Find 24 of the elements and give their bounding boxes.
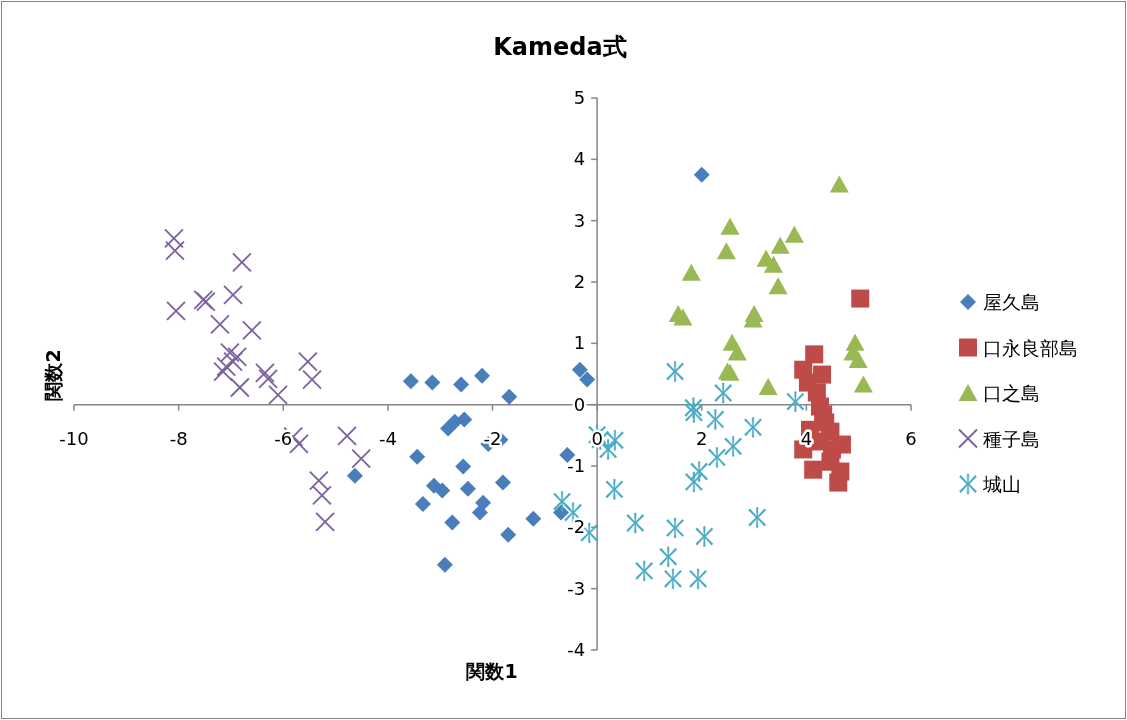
legend-label: 屋久島 xyxy=(983,291,1040,313)
x-tick-label: -10 xyxy=(59,427,89,449)
legend-label: 口之島 xyxy=(983,382,1040,404)
y-tick-label: -3 xyxy=(567,577,586,599)
y-tick-label: 0 xyxy=(573,393,586,415)
legend-label: 種子島 xyxy=(983,427,1040,450)
y-tick-label: -1 xyxy=(567,455,586,476)
y-tick-label: 2 xyxy=(573,271,586,292)
x-tick-label: 2 xyxy=(696,427,708,449)
y-tick-label: 3 xyxy=(573,209,586,231)
x-tick-label: -8 xyxy=(169,427,188,449)
y-tick-label: 5 xyxy=(573,87,586,108)
y-tick-label: -2 xyxy=(567,516,586,538)
legend-label: 城山 xyxy=(982,473,1021,495)
legend-label: 口永良部島 xyxy=(983,336,1078,359)
x-tick-label: -4 xyxy=(378,427,397,449)
chart-title: Kameda式 xyxy=(493,33,627,61)
x-axis-title: 関数1 xyxy=(466,660,518,682)
x-tick-label: 6 xyxy=(905,427,917,449)
y-tick-label: 1 xyxy=(573,332,586,354)
y-tick-label: -4 xyxy=(567,639,586,660)
y-tick-label: 4 xyxy=(573,148,586,170)
y-axis-title: 関数2 xyxy=(42,349,64,401)
x-tick-label: -6 xyxy=(274,427,293,449)
